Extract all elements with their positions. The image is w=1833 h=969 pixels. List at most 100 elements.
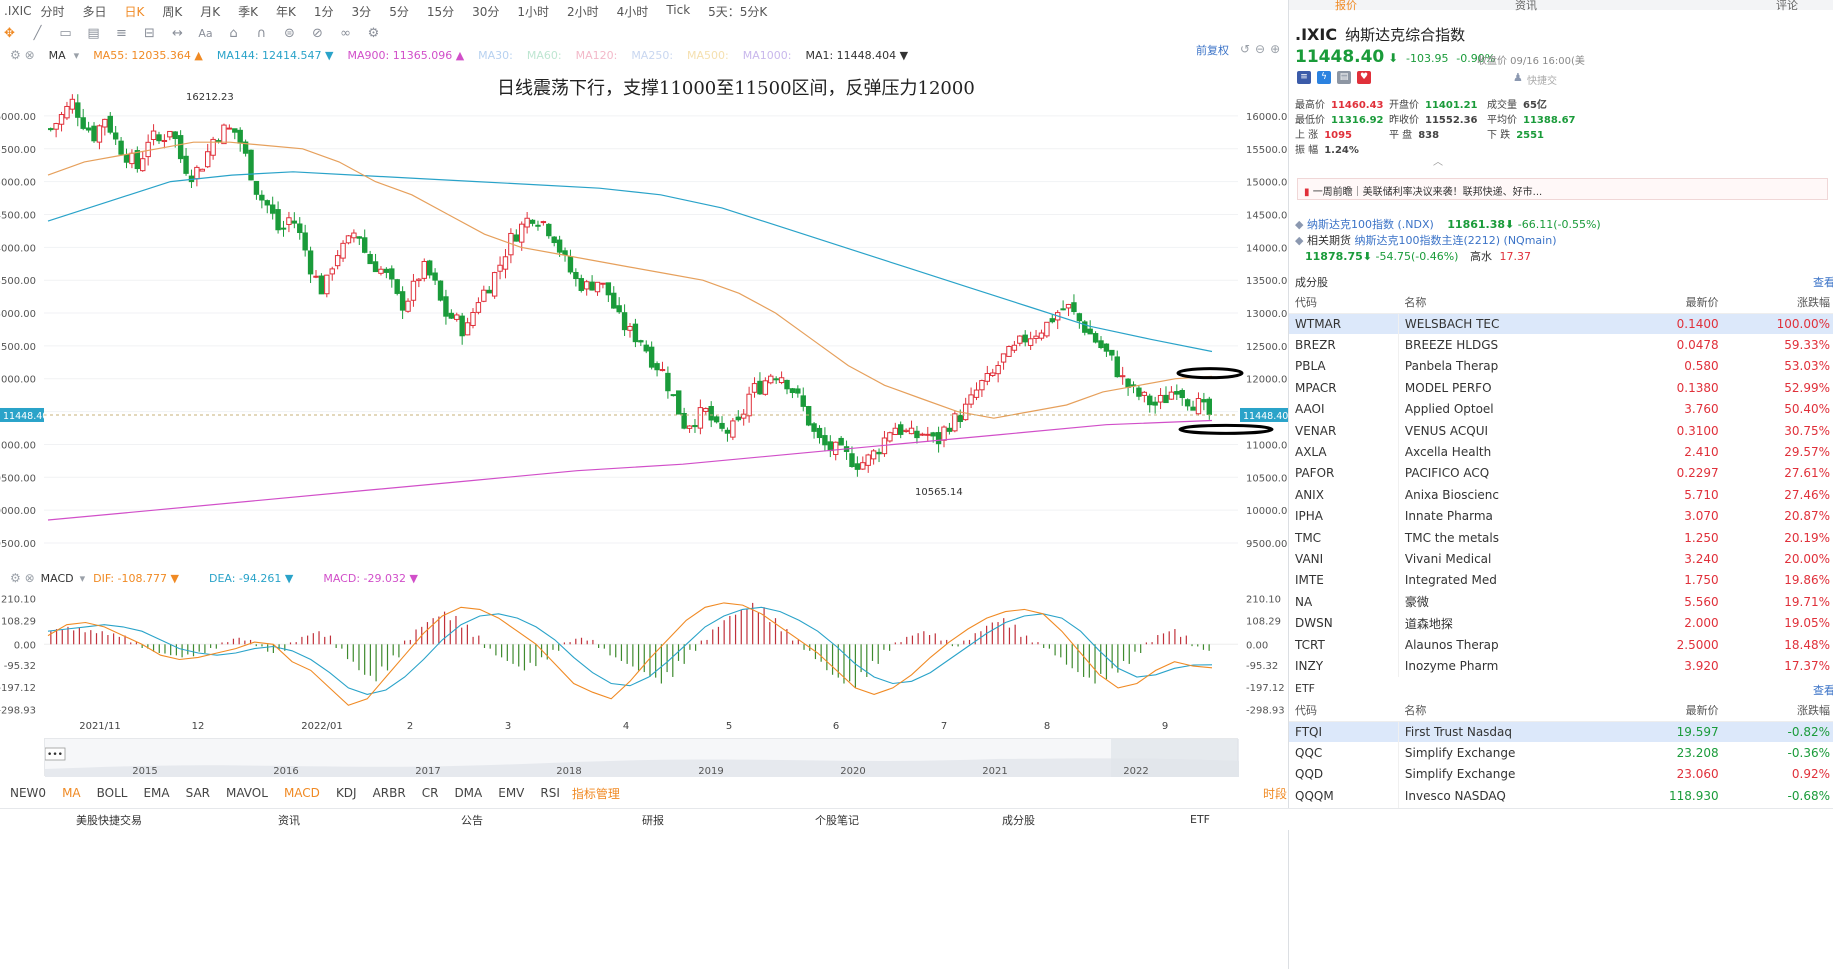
indicator-manage[interactable]: 指标管理 (571, 786, 620, 801)
period-11[interactable]: 30分 (472, 4, 500, 19)
candle-body[interactable] (454, 314, 460, 320)
table-row[interactable]: VENAR VENUS ACQUI 0.3100 30.75% (1289, 419, 1833, 442)
candle-body[interactable] (1076, 313, 1083, 322)
period-15[interactable]: Tick (666, 2, 691, 17)
candle-body[interactable] (621, 312, 628, 331)
candle-body[interactable] (838, 437, 844, 446)
table-row[interactable]: AXLA Axcella Health 2.410 29.57% (1289, 441, 1833, 463)
indicator-ema[interactable]: EMA (143, 786, 170, 800)
candle-body[interactable] (973, 389, 980, 398)
candle-body[interactable] (962, 403, 969, 421)
candle-body[interactable] (1044, 321, 1050, 337)
adjust-dropdown[interactable]: 前复权 (1196, 44, 1229, 57)
column-header[interactable]: 涨跌幅 (1722, 292, 1833, 314)
candle-body[interactable] (264, 200, 270, 206)
eye-icon[interactable]: ⊜ (284, 25, 295, 41)
macd-label[interactable]: MACD (40, 571, 74, 585)
candle-body[interactable] (827, 441, 834, 452)
candle-body[interactable] (730, 420, 736, 438)
bottom-tab-0[interactable]: 美股快捷交易 (76, 813, 142, 827)
candle-body[interactable] (1174, 391, 1180, 395)
candle-body[interactable] (789, 388, 796, 394)
candle-body[interactable] (935, 432, 942, 445)
column-header[interactable]: 代码 (1289, 292, 1399, 314)
candle-body[interactable] (378, 268, 384, 274)
candle-body[interactable] (800, 395, 806, 407)
candle-body[interactable] (822, 435, 828, 446)
lock-icon[interactable]: ⌂ (229, 25, 238, 41)
table-row[interactable]: TMC TMC the metals 1.250 20.19% (1289, 526, 1833, 549)
candle-body[interactable] (751, 383, 758, 393)
candle-body[interactable] (356, 236, 363, 239)
candle-body[interactable] (870, 450, 877, 460)
candle-body[interactable] (1163, 394, 1169, 404)
column-header[interactable]: 最新价 (1593, 292, 1723, 314)
candle-body[interactable] (248, 149, 254, 181)
candle-body[interactable] (968, 394, 974, 405)
candle-body[interactable] (735, 416, 741, 421)
indicator-dma[interactable]: DMA (454, 786, 483, 800)
candle-body[interactable] (459, 315, 465, 337)
candle-body[interactable] (259, 194, 265, 201)
candle-body[interactable] (416, 278, 422, 282)
candle-body[interactable] (389, 268, 395, 280)
news-banner[interactable]: ▮ 一周前瞻｜美联储利率决议来袭！联邦快递、好市... (1297, 178, 1828, 200)
column-header[interactable]: 最新价 (1593, 700, 1723, 722)
candle-body[interactable] (150, 130, 157, 140)
candle-body[interactable] (768, 375, 774, 384)
etf-more[interactable]: 查看 (1813, 684, 1833, 697)
candle-body[interactable] (399, 291, 406, 311)
period-9[interactable]: 5分 (389, 4, 409, 19)
candle-body[interactable] (611, 292, 617, 309)
column-header[interactable]: 名称 (1398, 700, 1594, 722)
candle-body[interactable] (1027, 338, 1034, 346)
tab-quote[interactable]: 报价 (1335, 0, 1357, 12)
period-5[interactable]: 季K (238, 4, 259, 19)
constituents-more[interactable]: 查看 (1813, 276, 1833, 289)
aa-icon[interactable]: Aa (198, 26, 213, 40)
candle-body[interactable] (280, 227, 287, 230)
candle-body[interactable] (199, 168, 205, 172)
bottom-tab-1[interactable]: 资讯 (278, 813, 300, 827)
text-icon[interactable]: ▤ (87, 25, 100, 41)
kline-chart[interactable]: 9500.00 9500.00 10000.00 10000.00 10500.00 10… (0, 66, 1288, 566)
candle-body[interactable] (551, 236, 557, 244)
indicator-ma[interactable]: MA (62, 786, 81, 800)
candle-body[interactable] (670, 394, 677, 397)
candle-body[interactable] (1065, 303, 1072, 309)
candle-body[interactable] (1022, 334, 1028, 343)
chart-window-controls[interactable]: ↺⊖⊕ (1240, 42, 1286, 56)
candle-body[interactable] (172, 131, 178, 140)
table-row[interactable]: INZY Inozyme Pharm 3.920 17.37% (1289, 655, 1833, 677)
candle-body[interactable] (897, 424, 904, 435)
drawn-ellipse[interactable] (1178, 423, 1274, 435)
table-row[interactable]: PAFOR PACIFICO ACQ 0.2297 27.61% (1289, 462, 1833, 485)
candle-body[interactable] (805, 406, 812, 426)
indicator-macd[interactable]: MACD (283, 786, 320, 800)
candle-body[interactable] (1006, 346, 1012, 357)
candle-body[interactable] (167, 130, 173, 138)
candle-body[interactable] (183, 155, 189, 174)
candle-body[interactable] (486, 289, 492, 294)
candle-body[interactable] (876, 451, 882, 455)
candle-body[interactable] (854, 463, 861, 470)
period-6[interactable]: 年K (276, 4, 296, 19)
ma-legend-item[interactable]: MA30: (478, 48, 513, 62)
period-12[interactable]: 1小时 (517, 4, 550, 19)
candle-body[interactable] (811, 423, 817, 432)
candle-body[interactable] (432, 272, 438, 281)
ma-legend-item[interactable]: MA250: (631, 48, 674, 62)
bell-icon[interactable]: ♟ (1513, 71, 1523, 84)
candle-body[interactable] (502, 256, 509, 270)
indicator-rsi[interactable]: RSI (540, 786, 560, 800)
rect-icon[interactable]: ▭ (59, 25, 72, 41)
indicator-cr[interactable]: CR (421, 786, 439, 800)
bottom-tab-5[interactable]: 成分股 (1002, 813, 1035, 827)
candle-body[interactable] (681, 412, 687, 429)
candle-body[interactable] (405, 300, 411, 312)
candle-body[interactable] (1098, 340, 1104, 349)
candle-body[interactable] (470, 312, 476, 326)
candle-body[interactable] (513, 234, 520, 242)
candle-body[interactable] (605, 282, 612, 296)
bottom-tab-2[interactable]: 公告 (461, 813, 483, 827)
